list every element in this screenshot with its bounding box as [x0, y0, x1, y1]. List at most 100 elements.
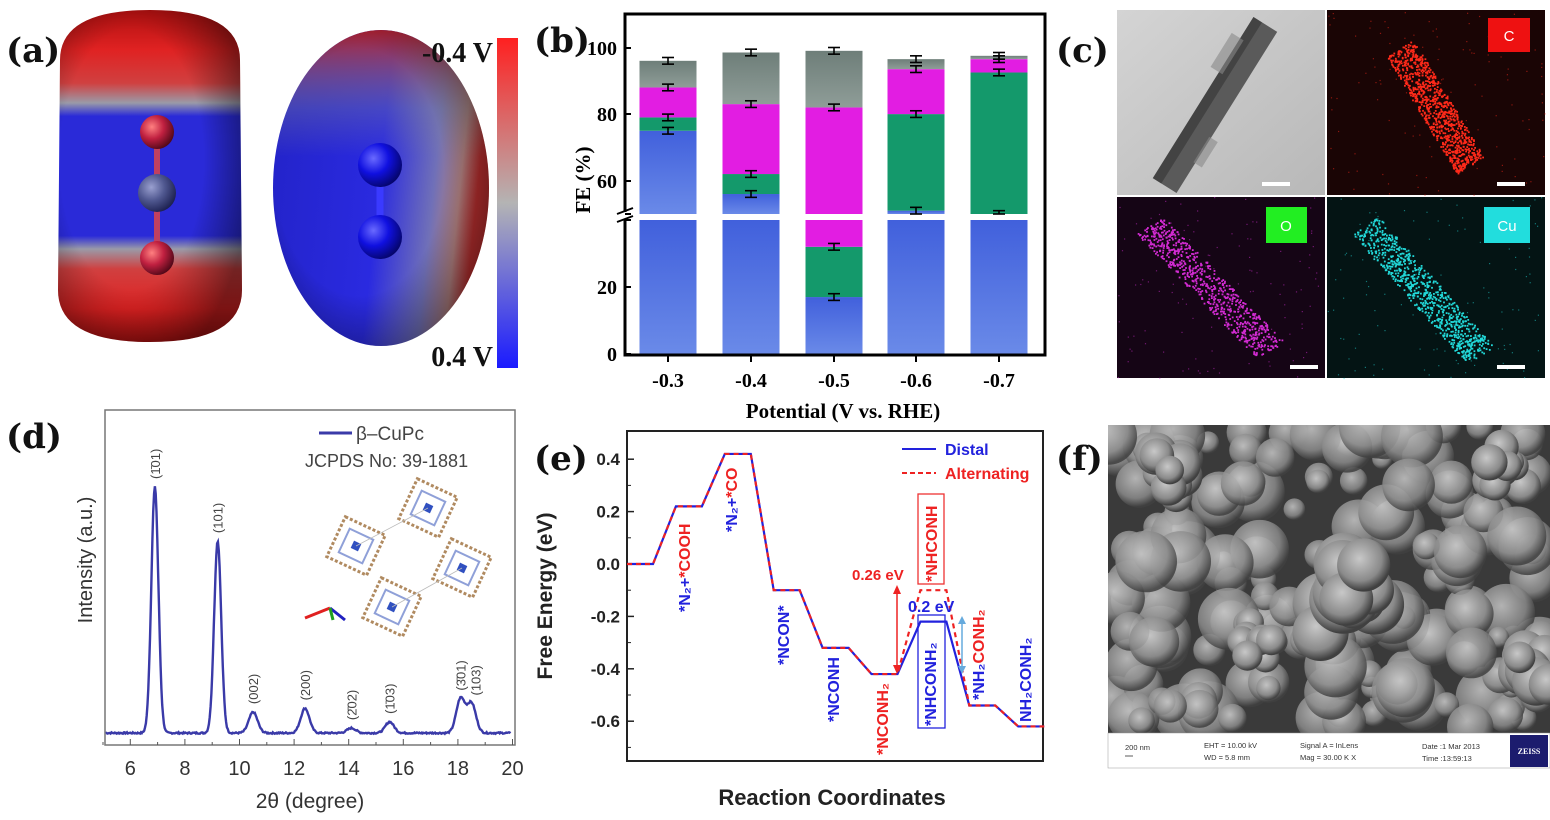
signal-dot: [1261, 324, 1263, 327]
signal-dot: [1448, 148, 1451, 151]
x-tick-label: 8: [179, 758, 190, 780]
signal-dot: [1258, 333, 1260, 336]
signal-dot: [1446, 322, 1449, 325]
signal-dot: [1396, 60, 1398, 63]
signal-dot: [1207, 301, 1210, 303]
signal-dot: [1451, 135, 1454, 138]
signal-dot: [1446, 115, 1449, 118]
signal-dot: [1459, 169, 1461, 172]
noise-dot: [1187, 224, 1189, 226]
signal-dot: [1248, 312, 1250, 314]
signal-dot: [1161, 238, 1164, 241]
signal-dot: [1192, 253, 1195, 255]
signal-dot: [1447, 128, 1449, 130]
signal-dot: [1457, 306, 1459, 309]
signal-dot: [1182, 242, 1185, 245]
state-label-part: *CO: [724, 468, 741, 498]
signal-dot: [1477, 334, 1480, 337]
signal-dot: [1227, 293, 1230, 296]
signal-dot: [1454, 164, 1457, 167]
signal-dot: [1417, 65, 1420, 68]
signal-dot: [1426, 302, 1429, 305]
signal-dot: [1398, 52, 1400, 55]
scale-bar: [1290, 365, 1318, 369]
bar-segment: [887, 69, 945, 115]
signal-dot: [1411, 93, 1414, 95]
signal-dot: [1429, 69, 1432, 71]
signal-dot: [1409, 260, 1412, 262]
noise-dot: [1412, 135, 1414, 137]
signal-dot: [1414, 87, 1417, 89]
signal-dot: [1163, 258, 1165, 260]
signal-dot: [1377, 254, 1380, 257]
signal-dot: [1394, 272, 1397, 275]
signal-dot: [1462, 132, 1465, 135]
signal-dot: [1263, 328, 1266, 331]
signal-dot: [1427, 109, 1430, 111]
n2-electrostatic-surface: [273, 30, 489, 346]
noise-dot: [1198, 288, 1200, 290]
signal-dot: [1408, 283, 1410, 285]
signal-dot: [1443, 136, 1446, 139]
signal-dot: [1459, 139, 1462, 142]
signal-dot: [1435, 99, 1438, 101]
signal-dot: [1403, 61, 1406, 64]
signal-dot: [1455, 150, 1457, 153]
signal-dot: [1222, 312, 1225, 315]
signal-dot: [1399, 61, 1401, 64]
signal-dot: [1378, 220, 1381, 222]
signal-dot: [1166, 243, 1169, 246]
state-label: *NCONH: [826, 657, 843, 722]
signal-dot: [1405, 71, 1407, 74]
signal-dot: [1425, 291, 1428, 294]
noise-dot: [1506, 368, 1508, 370]
signal-dot: [1175, 242, 1178, 244]
signal-dot: [1390, 55, 1392, 58]
signal-dot: [1450, 144, 1453, 147]
signal-dot: [1461, 351, 1463, 353]
noise-dot: [1343, 297, 1345, 299]
signal-dot: [1439, 324, 1441, 327]
signal-dot: [1389, 267, 1392, 270]
signal-dot: [1453, 155, 1456, 158]
y-tick-label: 80: [597, 104, 617, 126]
signal-dot: [1268, 336, 1271, 338]
y-tick-label: -0.2: [591, 607, 620, 626]
noise-dot: [1331, 109, 1333, 111]
peak-label: (200): [298, 670, 313, 700]
noise-dot: [1246, 223, 1248, 225]
noise-dot: [1119, 206, 1121, 209]
signal-dot: [1233, 289, 1235, 291]
signal-dot: [1416, 88, 1419, 91]
peak-label: (103): [469, 665, 484, 695]
signal-dot: [1466, 156, 1468, 159]
signal-dot: [1393, 240, 1396, 242]
signal-dot: [1188, 267, 1191, 270]
noise-dot: [1193, 231, 1195, 233]
noise-dot: [1374, 66, 1376, 68]
signal-dot: [1213, 301, 1216, 304]
signal-dot: [1454, 151, 1457, 154]
signal-dot: [1435, 90, 1438, 93]
signal-dot: [1397, 65, 1400, 67]
signal-dot: [1441, 137, 1444, 140]
signal-dot: [1416, 46, 1418, 48]
signal-dot: [1199, 293, 1202, 296]
signal-dot: [1418, 267, 1421, 269]
signal-dot: [1405, 279, 1408, 281]
signal-dot: [1449, 144, 1451, 147]
signal-dot: [1453, 336, 1456, 338]
signal-dot: [1457, 161, 1460, 164]
signal-dot: [1223, 295, 1226, 298]
signal-dot: [1423, 292, 1426, 294]
signal-dot: [1384, 251, 1387, 254]
signal-dot: [1391, 272, 1394, 274]
bar-segment: [805, 50, 863, 108]
signal-dot: [1452, 105, 1454, 107]
noise-dot: [1512, 309, 1514, 311]
noise-dot: [1205, 265, 1207, 267]
signal-dot: [1455, 132, 1458, 135]
signal-dot: [1450, 321, 1453, 323]
signal-dot: [1457, 337, 1459, 339]
signal-dot: [1426, 76, 1429, 78]
